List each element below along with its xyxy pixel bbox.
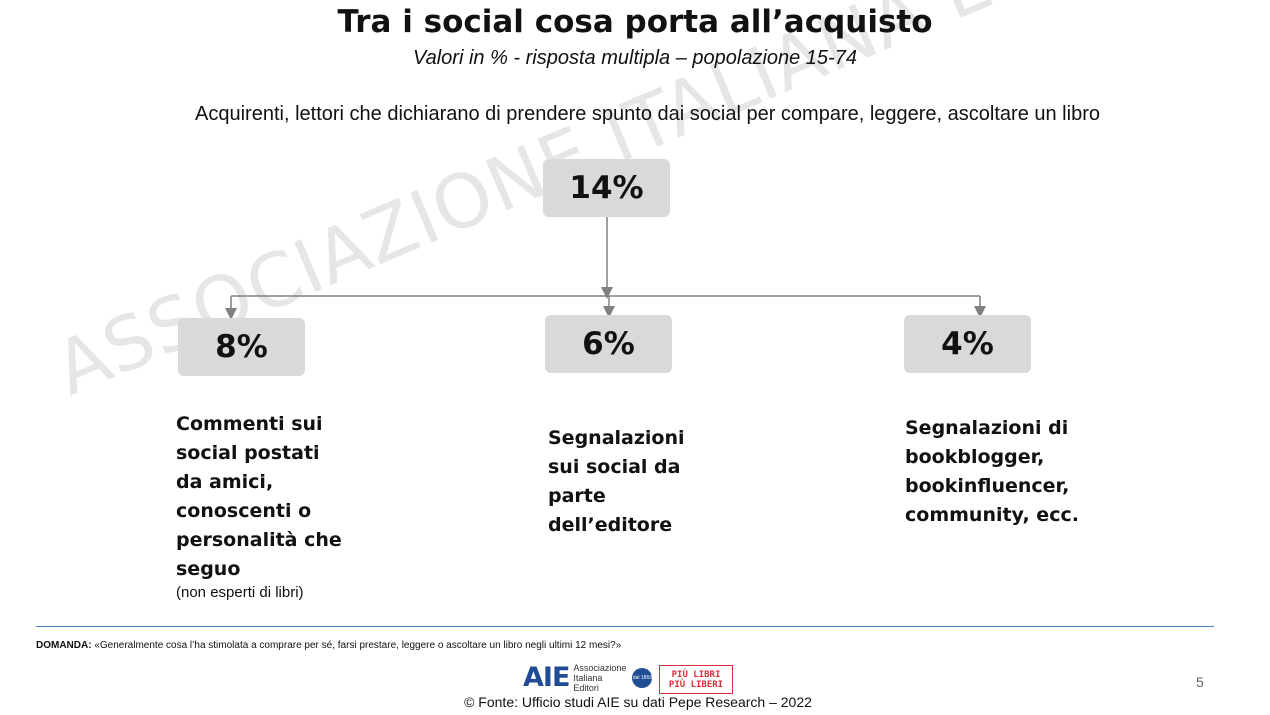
description-line: conoscenti o	[176, 500, 312, 522]
friends-value-box: 8%	[178, 318, 305, 376]
description-line: sui social da	[548, 456, 681, 478]
description-line: Commenti sui	[176, 413, 323, 435]
source-credit: © Fonte: Ufficio studi AIE su dati Pepe …	[464, 694, 812, 710]
description-line: Segnalazioni	[548, 427, 685, 449]
description-line: Segnalazioni di	[905, 417, 1069, 439]
influencer-value-box: 4%	[904, 315, 1031, 373]
publisher-description: Segnalazioni sui social da parte dell’ed…	[548, 424, 708, 540]
page-number: 5	[1196, 674, 1204, 690]
lead-text: Acquirenti, lettori che dichiarano di pr…	[195, 103, 1100, 125]
description-line: social postati	[176, 442, 320, 464]
description-line: community, ecc.	[905, 504, 1079, 526]
plpl-logo-line: PIÙ LIBRI	[671, 669, 721, 680]
aie-logo-line: Editori	[573, 683, 599, 693]
plpl-logo-line: PIÙ LIBERI	[668, 679, 724, 690]
description-line: bookblogger,	[905, 446, 1045, 468]
friends-note: (non esperti di libri)	[176, 584, 304, 601]
total-value-box: 14%	[543, 159, 670, 217]
survey-question: DOMANDA: «Generalmente cosa l’ha stimola…	[36, 640, 621, 651]
publisher-value-box: 6%	[545, 315, 672, 373]
survey-question-text: «Generalmente cosa l’ha stimolata a comp…	[91, 640, 622, 651]
description-line: dell’editore	[548, 514, 673, 536]
aie-logo-line: Associazione	[573, 663, 627, 673]
friends-description: Commenti sui social postati da amici, co…	[176, 410, 346, 584]
description-line: seguo	[176, 558, 241, 580]
description-line: personalità che	[176, 529, 342, 551]
influencer-description: Segnalazioni di bookblogger, bookinfluen…	[905, 414, 1095, 530]
footer-divider	[36, 626, 1214, 627]
survey-question-label: DOMANDA:	[36, 640, 92, 651]
description-line: da amici,	[176, 471, 274, 493]
page-title: Tra i social cosa porta all’acquisto	[337, 4, 933, 40]
aie-logo-text: Associazione Italiana Editori	[573, 663, 626, 693]
description-line: parte	[548, 485, 606, 507]
aie-logo-line: Italiana	[573, 673, 603, 683]
piu-libri-piu-liberi-logo: PIÙ LIBRI PIÙ LIBERI	[659, 665, 733, 694]
aie-seal-icon: dal 1869	[632, 668, 653, 688]
description-line: bookinfluencer,	[905, 475, 1070, 497]
aie-logo: AIE Associazione Italiana Editori dal 18…	[523, 662, 653, 694]
aie-logo-mark: AIE	[523, 662, 570, 693]
page-subtitle: Valori in % - risposta multipla – popola…	[413, 47, 857, 69]
